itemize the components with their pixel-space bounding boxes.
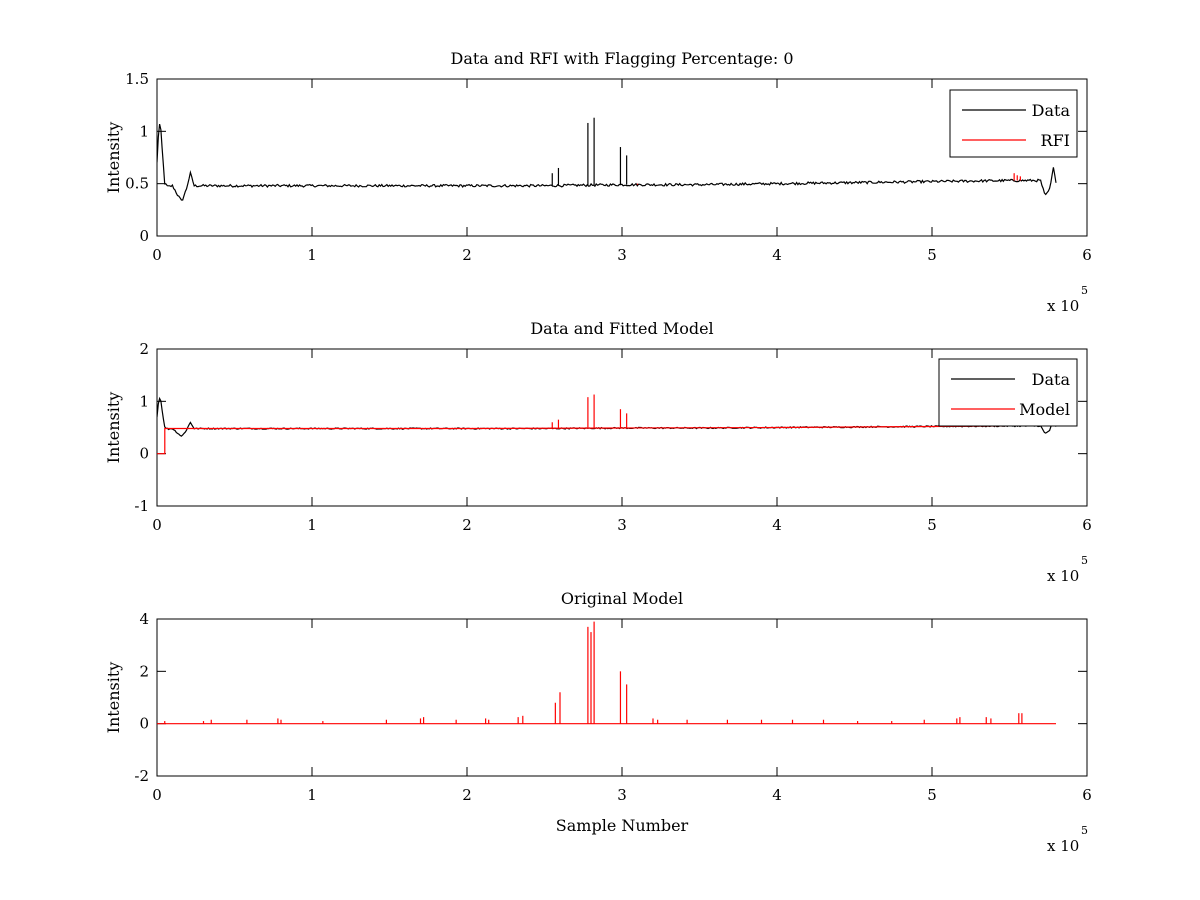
y-tick-label: 2 bbox=[139, 662, 149, 680]
panel-title: Data and Fitted Model bbox=[530, 319, 713, 338]
legend: Data Model bbox=[938, 358, 1078, 427]
legend: Data RFI bbox=[949, 89, 1078, 158]
panel-title: Original Model bbox=[561, 589, 683, 608]
plot-frame bbox=[156, 78, 1088, 237]
x-axis-title: Sample Number bbox=[556, 816, 689, 835]
y-tick-label: 0 bbox=[139, 227, 149, 245]
x-tick-label: 4 bbox=[772, 786, 782, 804]
x-multiplier-power: 5 bbox=[1081, 284, 1088, 297]
panel-title: Data and RFI with Flagging Percentage: 0 bbox=[450, 49, 793, 68]
x-tick-label: 6 bbox=[1082, 516, 1092, 534]
panel-1: 0 1 2 3 4 5 6 0 0.5 1 1.5 Data and RFI with Flaggin… bbox=[104, 49, 1092, 315]
x-tick-label: 6 bbox=[1082, 786, 1092, 804]
x-tick-label: 5 bbox=[927, 516, 937, 534]
y-tick-label: 0.5 bbox=[125, 175, 149, 193]
x-tick-label: 5 bbox=[927, 246, 937, 264]
series-data-line bbox=[157, 396, 1057, 437]
legend-label-data: Data bbox=[1032, 101, 1071, 120]
y-tick-label: -1 bbox=[134, 497, 149, 515]
y-tick-label: 0 bbox=[139, 445, 149, 463]
y-tick-label: 2 bbox=[139, 340, 149, 358]
legend-box bbox=[949, 89, 1078, 158]
plot-area bbox=[157, 621, 1056, 725]
x-tick-label: 1 bbox=[307, 786, 317, 804]
y-axis-title: Intensity bbox=[104, 392, 123, 464]
x-tick-label: 2 bbox=[462, 246, 472, 264]
y-tick-label: 0 bbox=[139, 715, 149, 733]
x-tick-label: 3 bbox=[617, 786, 627, 804]
x-tick-label: 3 bbox=[617, 516, 627, 534]
x-multiplier-power: 5 bbox=[1081, 824, 1088, 837]
x-tick-label: 4 bbox=[772, 246, 782, 264]
x-tick-label: 1 bbox=[307, 516, 317, 534]
y-axis-title: Intensity bbox=[104, 662, 123, 734]
plot-area bbox=[157, 394, 1057, 455]
x-tick-label: 0 bbox=[152, 516, 162, 534]
series-data-line bbox=[157, 123, 1057, 201]
legend-label-rfi: RFI bbox=[1041, 131, 1070, 150]
series-model-line bbox=[157, 425, 1056, 455]
x-tick-label: 0 bbox=[152, 246, 162, 264]
plot-frame bbox=[156, 618, 1088, 777]
legend-label-data: Data bbox=[1032, 370, 1071, 389]
x-tick-label: 2 bbox=[462, 516, 472, 534]
x-multiplier-base: x 10 bbox=[1047, 837, 1079, 855]
y-tick-label: 1.5 bbox=[125, 70, 149, 88]
legend-label-model: Model bbox=[1019, 400, 1070, 419]
x-tick-label: 1 bbox=[307, 246, 317, 264]
x-tick-label: 5 bbox=[927, 786, 937, 804]
y-tick-label: 4 bbox=[139, 610, 149, 628]
x-tick-label: 3 bbox=[617, 246, 627, 264]
x-tick-label: 6 bbox=[1082, 246, 1092, 264]
x-tick-label: 4 bbox=[772, 516, 782, 534]
plot-area bbox=[157, 117, 1057, 201]
y-tick-label: 1 bbox=[139, 122, 149, 140]
x-multiplier-power: 5 bbox=[1081, 554, 1088, 567]
x-multiplier-base: x 10 bbox=[1047, 567, 1079, 585]
y-axis-title: Intensity bbox=[104, 122, 123, 194]
legend-box bbox=[938, 358, 1078, 427]
x-tick-label: 0 bbox=[152, 786, 162, 804]
y-tick-label: 1 bbox=[139, 392, 149, 410]
y-tick-label: -2 bbox=[134, 767, 149, 785]
x-multiplier-base: x 10 bbox=[1047, 297, 1079, 315]
x-tick-label: 2 bbox=[462, 786, 472, 804]
